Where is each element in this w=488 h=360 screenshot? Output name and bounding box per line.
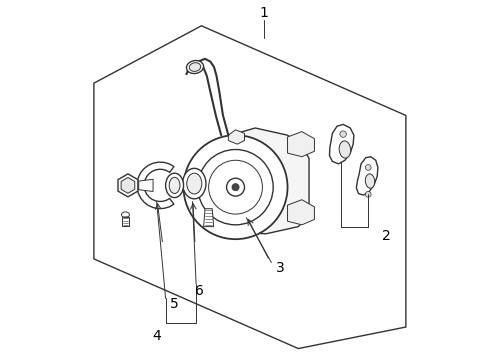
Polygon shape xyxy=(287,200,314,225)
Polygon shape xyxy=(329,125,353,164)
Ellipse shape xyxy=(186,173,202,194)
Text: 5: 5 xyxy=(170,297,179,311)
Polygon shape xyxy=(94,26,405,348)
Polygon shape xyxy=(287,132,314,157)
Polygon shape xyxy=(122,217,128,226)
Circle shape xyxy=(198,149,273,225)
Ellipse shape xyxy=(182,168,205,199)
Circle shape xyxy=(226,178,244,196)
Circle shape xyxy=(365,192,370,197)
Circle shape xyxy=(339,131,346,137)
Polygon shape xyxy=(203,209,213,226)
Polygon shape xyxy=(228,130,244,144)
Polygon shape xyxy=(356,157,377,195)
Polygon shape xyxy=(139,179,153,192)
Circle shape xyxy=(231,184,239,191)
Polygon shape xyxy=(118,174,138,197)
Text: 4: 4 xyxy=(152,329,161,343)
Polygon shape xyxy=(230,128,308,234)
Text: 2: 2 xyxy=(381,229,390,243)
Ellipse shape xyxy=(189,63,200,71)
Text: 3: 3 xyxy=(275,261,284,275)
Ellipse shape xyxy=(339,141,350,158)
Ellipse shape xyxy=(365,174,374,188)
Text: 1: 1 xyxy=(259,6,268,20)
Polygon shape xyxy=(137,162,174,209)
Circle shape xyxy=(208,160,262,214)
Ellipse shape xyxy=(169,177,180,193)
Circle shape xyxy=(183,135,287,239)
Polygon shape xyxy=(121,177,135,193)
Text: 6: 6 xyxy=(195,284,203,298)
Ellipse shape xyxy=(165,173,183,198)
Circle shape xyxy=(365,165,370,170)
Ellipse shape xyxy=(121,212,129,218)
Ellipse shape xyxy=(186,60,203,73)
